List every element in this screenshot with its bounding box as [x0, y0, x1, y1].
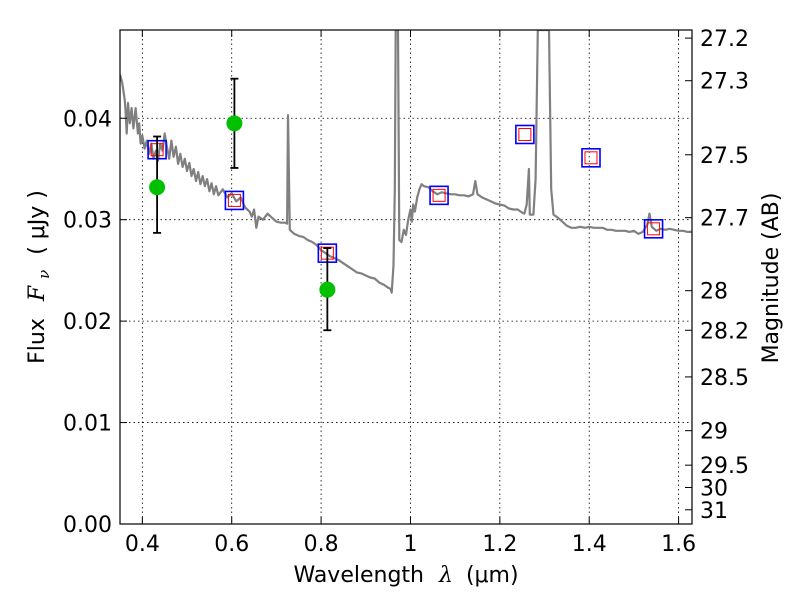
y2-tick-label: 27.3 [700, 70, 749, 95]
y2-tick-label: 27.5 [700, 144, 749, 169]
axis-ticks: 0.4 0.6 0.8 1 1.2 1.4 1.6 0.00 0.01 0.02 0.03 0.04 2… [63, 27, 749, 557]
x-tick-label: 1.4 [572, 532, 607, 557]
y2-axis-label: Magnitude (AB) [759, 193, 784, 364]
y-tick-label: 0.02 [63, 310, 112, 335]
x-tick-label: 0.6 [214, 532, 249, 557]
x-axis-label-prefix: Wavelength [293, 563, 424, 588]
y2-tick-label: 28 [700, 280, 728, 305]
photometry-point [149, 179, 166, 196]
model-inner-marker [584, 151, 598, 165]
y2-tick-label: 31 [700, 499, 728, 524]
model-inner-marker [647, 222, 661, 236]
model-box-marker [224, 190, 245, 211]
x-axis-label: Wavelength λ (μm) [293, 563, 518, 588]
y-axis-label-prefix: Flux [25, 318, 50, 364]
y2-tick-label: 29.5 [700, 454, 749, 479]
y-axis-label-subscript: ν [35, 270, 53, 279]
y2-tick-label: 30 [700, 476, 728, 501]
model-inner-marker [432, 188, 446, 202]
x-axis-label-unit: (μm) [466, 563, 519, 588]
model-box-marker [643, 219, 664, 239]
spectrum-line [120, 30, 692, 294]
model-box-marker [581, 148, 601, 168]
axes-frame [119, 29, 693, 525]
photometry-point [319, 281, 336, 298]
y-tick-label: 0.00 [63, 513, 112, 538]
model-box-marker [429, 185, 449, 206]
plot-area [120, 30, 692, 332]
y-axis-label: Flux F ν ( μJy ) [25, 190, 55, 364]
y-axis-label-symbol: F [25, 285, 50, 302]
x-tick-label: 1.2 [482, 532, 517, 557]
x-tick-label: 1 [403, 532, 417, 557]
y-tick-label: 0.03 [63, 209, 112, 234]
y2-tick-label: 29 [700, 420, 728, 445]
grid-lines [120, 30, 692, 525]
x-tick-label: 1.6 [661, 532, 696, 557]
model-box-marker [515, 124, 535, 145]
y-tick-label: 0.04 [63, 107, 112, 132]
model-inner-marker [227, 193, 241, 207]
x-axis-label-symbol: λ [438, 563, 453, 588]
y2-tick-label: 28.5 [700, 366, 749, 391]
y-axis-label-unit: ( μJy ) [25, 190, 50, 255]
photometry-point [226, 115, 243, 132]
x-tick-label: 0.8 [304, 532, 339, 557]
model-inner-marker [518, 127, 532, 141]
y-tick-label: 0.01 [63, 412, 112, 437]
y2-tick-label: 27.7 [700, 207, 749, 232]
y2-tick-label: 27.2 [700, 27, 749, 52]
x-tick-label: 0.4 [125, 532, 160, 557]
y2-tick-label: 28.2 [700, 319, 749, 344]
